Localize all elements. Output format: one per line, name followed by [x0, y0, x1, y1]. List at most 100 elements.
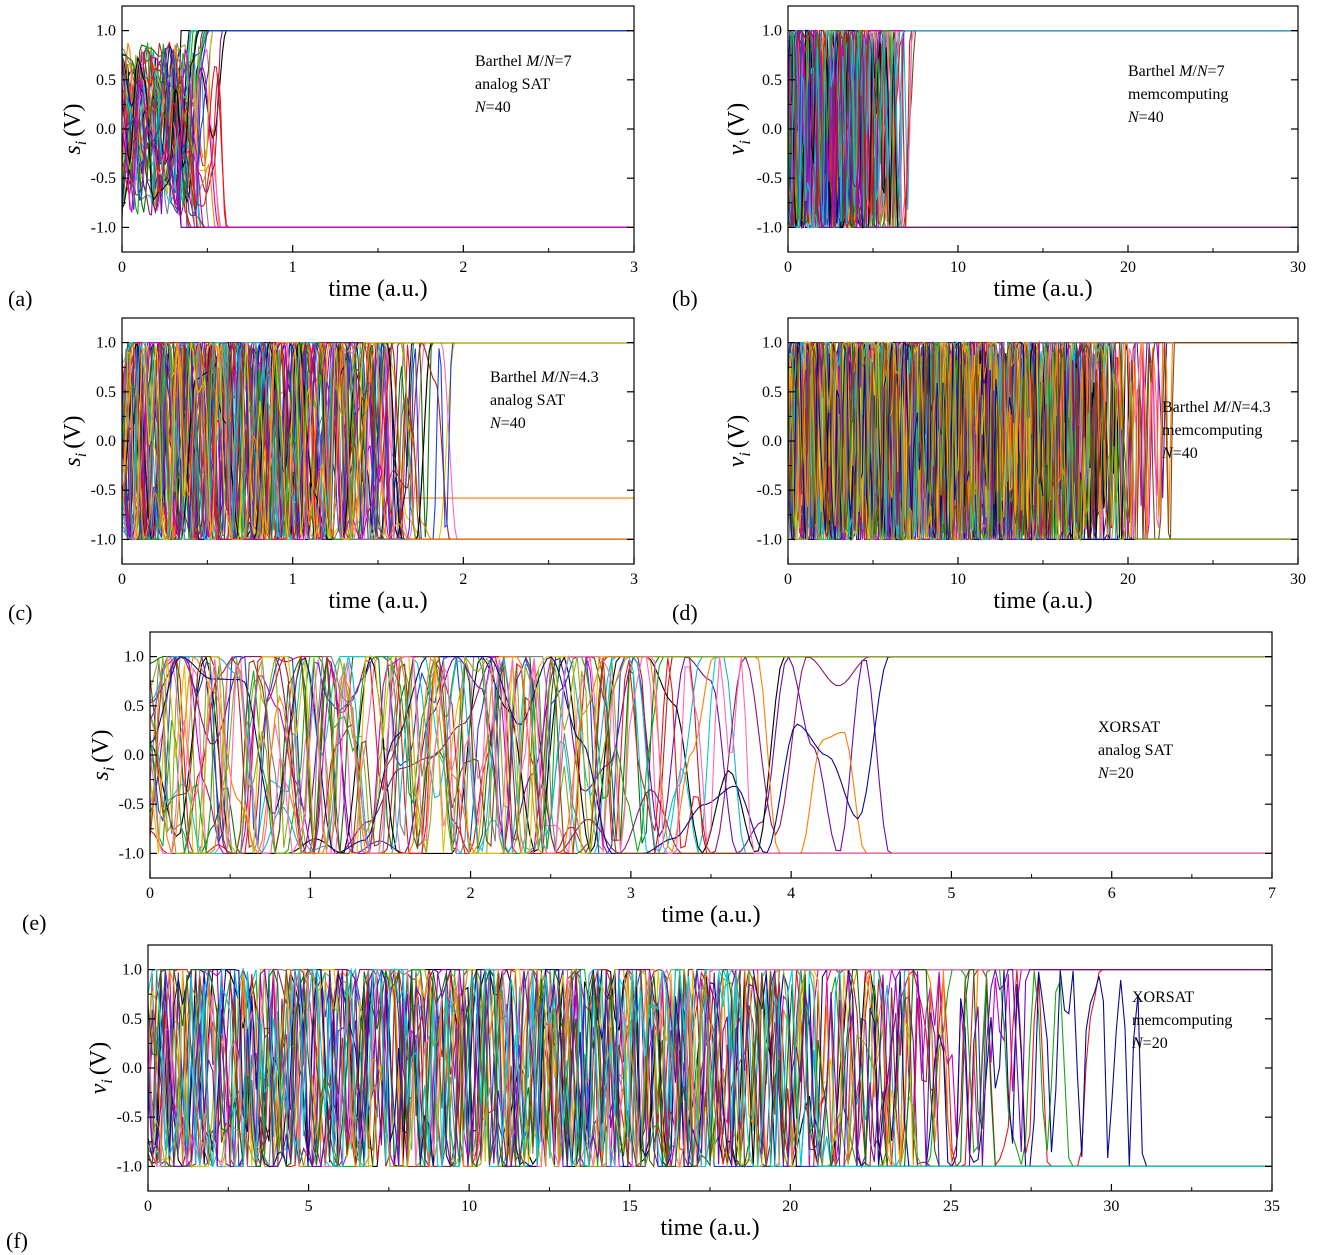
y-axis-subscript: i	[73, 141, 90, 145]
series-line-39	[788, 341, 1298, 542]
panel-label: (c)	[8, 600, 32, 625]
annotation-line: N=20	[1097, 765, 1134, 782]
annotation-text: XORSAT	[1098, 719, 1160, 736]
x-axis-title: time (a.u.)	[328, 588, 427, 614]
x-tick-label: 1	[306, 885, 314, 902]
panel-f: 0 5 10 15 20 25 30 35 -1.0 -0.5 0.0 0.5 1.0 time (a.u…	[6, 944, 1280, 1253]
series-line-39	[122, 342, 634, 540]
x-tick-label: 1	[289, 571, 297, 588]
x-tick-label: 20	[1120, 571, 1136, 588]
annotation-text: Barthel	[490, 369, 541, 386]
panel-a: 0 1 2 3 -1.0 -0.5 0.0 0.5 1.0 time (a.u.) si (V) (a)…	[8, 5, 638, 311]
y-axis-title: vi (V)	[86, 1042, 116, 1094]
y-tick-label: -1.0	[91, 531, 116, 548]
y-tick-label: -0.5	[119, 796, 144, 813]
y-tick-label: -1.0	[91, 219, 116, 236]
annotation-symbol: N	[1196, 63, 1209, 80]
annotation-text: /	[1226, 399, 1231, 416]
annotation-symbol: M	[1212, 399, 1228, 416]
annotation-text: =40	[1139, 109, 1164, 126]
annotation-line: analog SAT	[1098, 742, 1173, 759]
annotation-symbol: N	[1230, 399, 1243, 416]
annotation-symbol: N	[489, 415, 502, 432]
x-axis-title: time (a.u.)	[328, 276, 427, 302]
y-axis-title: si (V)	[60, 415, 90, 466]
x-tick-label: 2	[467, 885, 475, 902]
annotation-text: =40	[1173, 445, 1198, 462]
annotation-symbol: N	[1097, 765, 1110, 782]
annotation-line: N=40	[1161, 445, 1198, 462]
y-axis-symbol: v	[86, 1083, 112, 1094]
annotation-line: memcomputing	[1162, 422, 1262, 439]
y-tick-label: 1.0	[124, 649, 144, 666]
series-line-14	[148, 968, 1272, 1168]
annotation-text: Barthel	[475, 53, 526, 70]
x-tick-label: 3	[627, 885, 635, 902]
series-line-40	[788, 341, 1298, 541]
y-axis-unit: (V)	[724, 415, 750, 448]
x-tick-label: 0	[784, 259, 792, 276]
x-axis-title: time (a.u.)	[661, 902, 760, 928]
x-axis-title: time (a.u.)	[660, 1215, 759, 1241]
x-tick-label: 30	[1290, 571, 1306, 588]
y-tick-label: -1.0	[119, 845, 144, 862]
annotation-line: analog SAT	[475, 76, 550, 93]
annotation-line: XORSAT	[1098, 719, 1160, 736]
x-tick-label: 25	[943, 1198, 959, 1215]
annotation-symbol: M	[1178, 63, 1194, 80]
annotation-text: =4.3	[1242, 399, 1271, 416]
annotation-text: =7	[1208, 63, 1225, 80]
y-axis-symbol: s	[60, 457, 86, 466]
annotation-text: Barthel	[1162, 399, 1213, 416]
y-axis-unit: (V)	[60, 415, 86, 448]
x-axis-title: time (a.u.)	[993, 276, 1092, 302]
y-axis-symbol: s	[88, 771, 114, 780]
annotation-text: =4.3	[570, 369, 599, 386]
series-group	[122, 340, 634, 541]
x-tick-label: 0	[144, 1198, 152, 1215]
y-tick-label: -0.5	[757, 170, 782, 187]
y-tick-label: 1.0	[762, 23, 782, 40]
annotation-text: =20	[1143, 1035, 1168, 1052]
y-tick-label: 0.5	[762, 72, 782, 89]
y-tick-label: -1.0	[757, 531, 782, 548]
annotation-text: =7	[555, 53, 572, 70]
x-tick-label: 3	[630, 571, 638, 588]
y-axis-unit: (V)	[88, 729, 114, 762]
x-tick-label: 6	[1108, 885, 1116, 902]
panel-c: 0 1 2 3 -1.0 -0.5 0.0 0.5 1.0 time (a.u.) si (V) (c)…	[8, 317, 638, 625]
annotation-symbol: N	[558, 369, 571, 386]
annotation-text: memcomputing	[1132, 1012, 1232, 1029]
x-tick-label: 15	[622, 1198, 638, 1215]
annotation-text: analog SAT	[475, 76, 550, 93]
annotation-line: N=40	[1127, 109, 1164, 126]
y-axis-subscript: i	[99, 1079, 116, 1083]
series-group	[148, 967, 1272, 1169]
annotation-text: /	[539, 53, 544, 70]
y-tick-label: 0.0	[762, 433, 782, 450]
y-axis-symbol: s	[60, 145, 86, 154]
y-axis-title: vi (V)	[724, 415, 754, 467]
panel-label: (a)	[8, 286, 32, 311]
x-tick-label: 1	[289, 259, 297, 276]
x-tick-label: 3	[630, 259, 638, 276]
annotation-line: XORSAT	[1132, 989, 1194, 1006]
y-axis-subscript: i	[737, 452, 754, 456]
x-tick-label: 30	[1290, 259, 1306, 276]
annotation-text: =20	[1109, 765, 1134, 782]
x-tick-label: 0	[784, 571, 792, 588]
annotation-line: Barthel M/N=7	[1128, 63, 1225, 80]
annotation-text: memcomputing	[1128, 86, 1228, 103]
annotation-symbol: M	[540, 369, 556, 386]
x-tick-label: 35	[1264, 1198, 1280, 1215]
y-axis-subscript: i	[101, 767, 118, 771]
x-tick-label: 5	[305, 1198, 313, 1215]
annotation-text: /	[1192, 63, 1197, 80]
annotation-line: Barthel M/N=7	[475, 53, 572, 70]
annotation-text: =40	[501, 415, 526, 432]
annotation-text: Barthel	[1128, 63, 1179, 80]
annotation-symbol: N	[1161, 445, 1174, 462]
x-axis-title: time (a.u.)	[993, 588, 1092, 614]
x-tick-label: 10	[461, 1198, 477, 1215]
